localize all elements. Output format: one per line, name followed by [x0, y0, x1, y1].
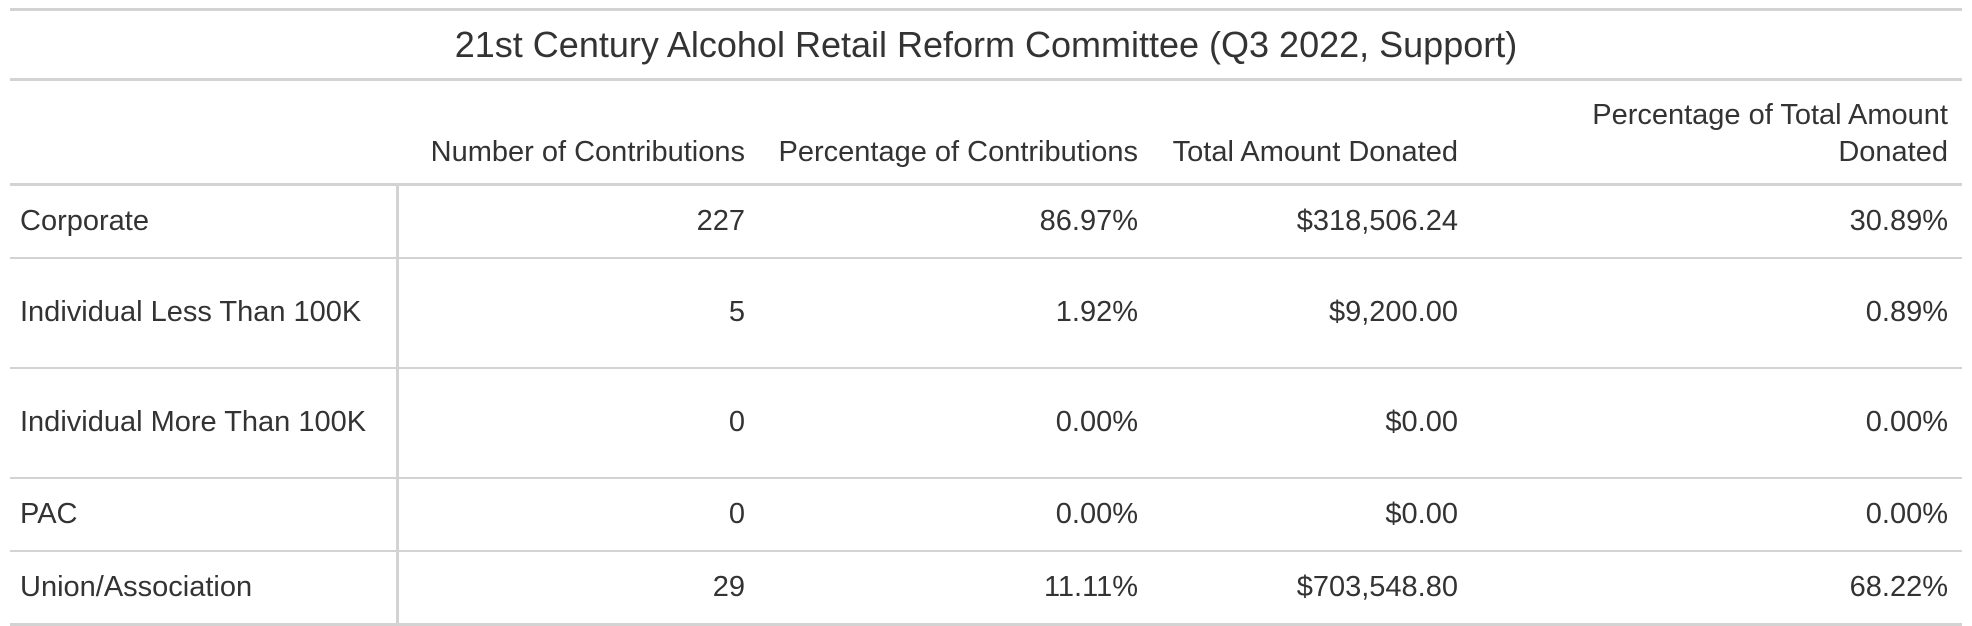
contributions-table: 21st Century Alcohol Retail Reform Commi… [10, 8, 1962, 626]
table-title: 21st Century Alcohol Retail Reform Commi… [10, 8, 1962, 81]
cell-total-amount-donated: $0.00 [1152, 367, 1472, 479]
cell-number-of-contributions: 0 [397, 477, 759, 552]
row-label: PAC [10, 477, 399, 552]
cell-percentage-of-total-amount: 0.00% [1472, 477, 1962, 552]
table-row-pac: PAC 0 0.00% $0.00 0.00% [10, 477, 1962, 552]
cell-number-of-contributions: 5 [397, 257, 759, 369]
table-row-individual-more-than-100k: Individual More Than 100K 0 0.00% $0.00 … [10, 367, 1962, 479]
cell-total-amount-donated: $318,506.24 [1152, 184, 1472, 259]
cell-percentage-of-total-amount: 0.89% [1472, 257, 1962, 369]
cell-percentage-of-contributions: 0.00% [759, 367, 1152, 479]
column-header-percentage-of-total-amount-donated: Percentage of Total Amount Donated [1472, 81, 1962, 186]
cell-percentage-of-total-amount: 30.89% [1472, 184, 1962, 259]
cell-total-amount-donated: $703,548.80 [1152, 550, 1472, 626]
row-label: Individual More Than 100K [10, 367, 399, 479]
column-header-total-amount-donated: Total Amount Donated [1152, 81, 1472, 186]
cell-number-of-contributions: 29 [397, 550, 759, 626]
row-label: Union/Association [10, 550, 399, 626]
cell-percentage-of-contributions: 86.97% [759, 184, 1152, 259]
row-label: Individual Less Than 100K [10, 257, 399, 369]
table-row-union-association: Union/Association 29 11.11% $703,548.80 … [10, 550, 1962, 626]
row-label: Corporate [10, 184, 399, 259]
column-header-percentage-of-contributions: Percentage of Contributions [759, 81, 1152, 186]
cell-percentage-of-contributions: 0.00% [759, 477, 1152, 552]
cell-number-of-contributions: 227 [397, 184, 759, 259]
column-header-number-of-contributions: Number of Contributions [397, 81, 759, 186]
cell-percentage-of-total-amount: 68.22% [1472, 550, 1962, 626]
header-row: Number of Contributions Percentage of Co… [10, 81, 1962, 186]
cell-number-of-contributions: 0 [397, 367, 759, 479]
contributions-table-container: 21st Century Alcohol Retail Reform Commi… [10, 8, 1962, 626]
table-row-individual-less-than-100k: Individual Less Than 100K 5 1.92% $9,200… [10, 257, 1962, 369]
table-row-corporate: Corporate 227 86.97% $318,506.24 30.89% [10, 184, 1962, 259]
cell-total-amount-donated: $0.00 [1152, 477, 1472, 552]
stub-header [10, 81, 397, 186]
cell-percentage-of-contributions: 11.11% [759, 550, 1152, 626]
cell-percentage-of-contributions: 1.92% [759, 257, 1152, 369]
cell-total-amount-donated: $9,200.00 [1152, 257, 1472, 369]
cell-percentage-of-total-amount: 0.00% [1472, 367, 1962, 479]
